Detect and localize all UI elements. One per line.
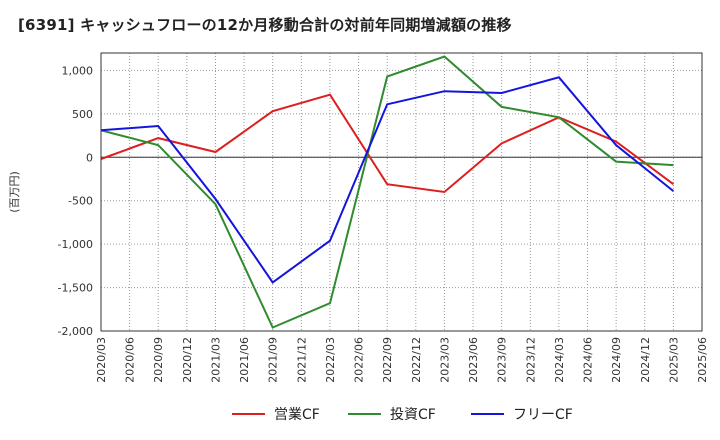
y-tick-label: -2,000 (58, 325, 93, 338)
series-line-1 (100, 93, 674, 194)
x-tick-label: 2022/06 (353, 337, 366, 383)
series-line-3 (100, 76, 675, 284)
plot-area (101, 53, 702, 331)
x-tick-label: 2020/09 (152, 337, 165, 383)
x-tick-label: 2020/06 (124, 337, 137, 383)
plot-background (101, 53, 702, 331)
x-tick-label: 2021/09 (267, 337, 280, 383)
y-axis-label: (百万円) (8, 171, 21, 213)
y-tick-label: 500 (72, 108, 93, 121)
x-tick-label: 2023/06 (467, 337, 480, 383)
y-tick-label: -1,500 (58, 282, 93, 295)
legend: 営業CF 投資CF フリーCF (232, 407, 573, 423)
y-tick-label: 0 (86, 151, 93, 164)
x-axis-ticks: 2020/03 2020/06 2020/09 2020/12 2021/03 2021/… (95, 337, 709, 383)
grid-lines (100, 53, 703, 332)
series-group (100, 55, 675, 329)
plot-border (100, 52, 703, 332)
x-tick-label: 2023/12 (524, 337, 537, 383)
y-tick-label: 1,000 (62, 64, 94, 77)
y-tick-label: -500 (68, 195, 93, 208)
x-tick-label: 2020/03 (95, 337, 108, 383)
x-tick-label: 2021/12 (295, 337, 308, 383)
x-tick-label: 2022/12 (410, 337, 423, 383)
series-line-2 (100, 55, 674, 329)
x-tick-label: 2020/12 (181, 337, 194, 383)
x-tick-label: 2021/03 (209, 337, 222, 383)
y-tick-label: -1,000 (58, 238, 93, 251)
legend-label-3: フリーCF (513, 407, 573, 423)
x-tick-label: 2024/09 (610, 337, 623, 383)
x-tick-label: 2024/06 (582, 337, 595, 383)
x-tick-label: 2025/06 (696, 337, 709, 383)
x-tick-label: 2024/03 (553, 337, 566, 383)
x-tick-label: 2022/03 (324, 337, 337, 383)
x-tick-label: 2023/09 (496, 337, 509, 383)
x-tick-label: 2021/06 (238, 337, 251, 383)
x-tick-label: 2025/03 (667, 337, 680, 383)
chart-title: [6391] キャッシュフローの12か月移動合計の対前年同期増減額の推移 (18, 16, 512, 34)
x-tick-label: 2024/12 (639, 337, 652, 383)
x-tick-label: 2023/03 (438, 337, 451, 383)
x-tick-label: 2022/09 (381, 337, 394, 383)
plot-frame (100, 52, 703, 332)
legend-label-1: 営業CF (274, 407, 320, 423)
y-axis-ticks: 1,000 500 0 -500 -1,000 -1,500 -2,000 (58, 64, 93, 338)
legend-label-2: 投資CF (390, 407, 436, 423)
